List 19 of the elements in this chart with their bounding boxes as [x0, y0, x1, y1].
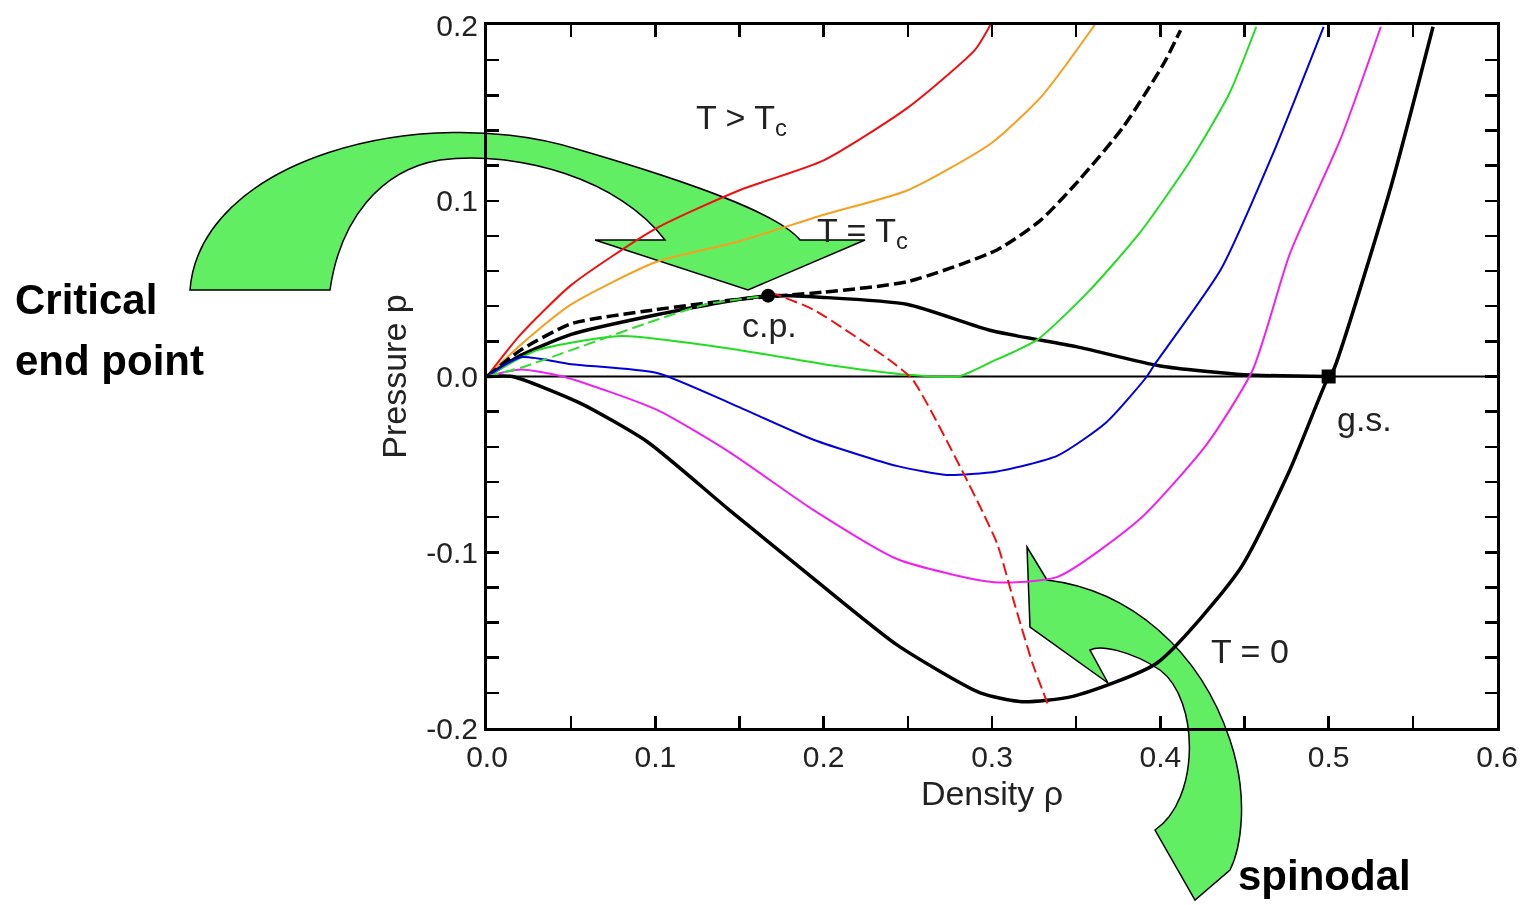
x-tick-label: 0.1: [634, 740, 677, 773]
line-series: [487, 25, 1325, 476]
x-axis-title: Density ρ: [920, 774, 1064, 813]
annotation: g.s.: [1337, 400, 1392, 438]
x-tick-label: 0.4: [1139, 740, 1182, 773]
text: Critical end point: [15, 275, 205, 386]
annotation: c.p.: [742, 306, 797, 344]
x-tick-label: 0.2: [802, 740, 845, 773]
annotation: T > T$_{c}$: [696, 98, 788, 142]
y-tick-label: -0.1: [426, 535, 478, 569]
text: spinodal: [1238, 851, 1412, 901]
annotation: T = 0: [1211, 632, 1289, 670]
y-tick-label: 0.1: [436, 184, 478, 218]
y-tick-label: 0.2: [436, 8, 478, 42]
y-axis-title: Pressure p: [374, 294, 413, 459]
x-tick-label: 0.3: [971, 740, 1013, 773]
x-tick-label: 0.6: [1476, 740, 1518, 773]
x-tick-label: 0.5: [1307, 740, 1350, 773]
y-tick-label: 0.0: [436, 360, 478, 393]
